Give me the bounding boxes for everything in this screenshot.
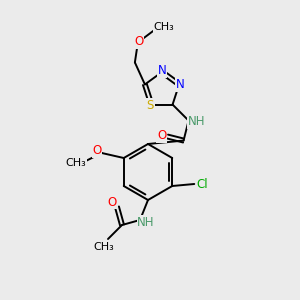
Text: NH: NH [137, 215, 155, 229]
Text: O: O [157, 129, 166, 142]
Text: O: O [134, 35, 143, 48]
Text: S: S [147, 99, 154, 112]
Text: Cl: Cl [196, 178, 208, 190]
Text: O: O [92, 145, 101, 158]
Text: CH₃: CH₃ [94, 242, 114, 252]
Text: N: N [176, 78, 184, 91]
Text: O: O [107, 196, 117, 208]
Text: CH₃: CH₃ [154, 22, 174, 32]
Text: CH₃: CH₃ [65, 158, 86, 168]
Text: NH: NH [188, 115, 205, 128]
Text: N: N [158, 64, 166, 77]
